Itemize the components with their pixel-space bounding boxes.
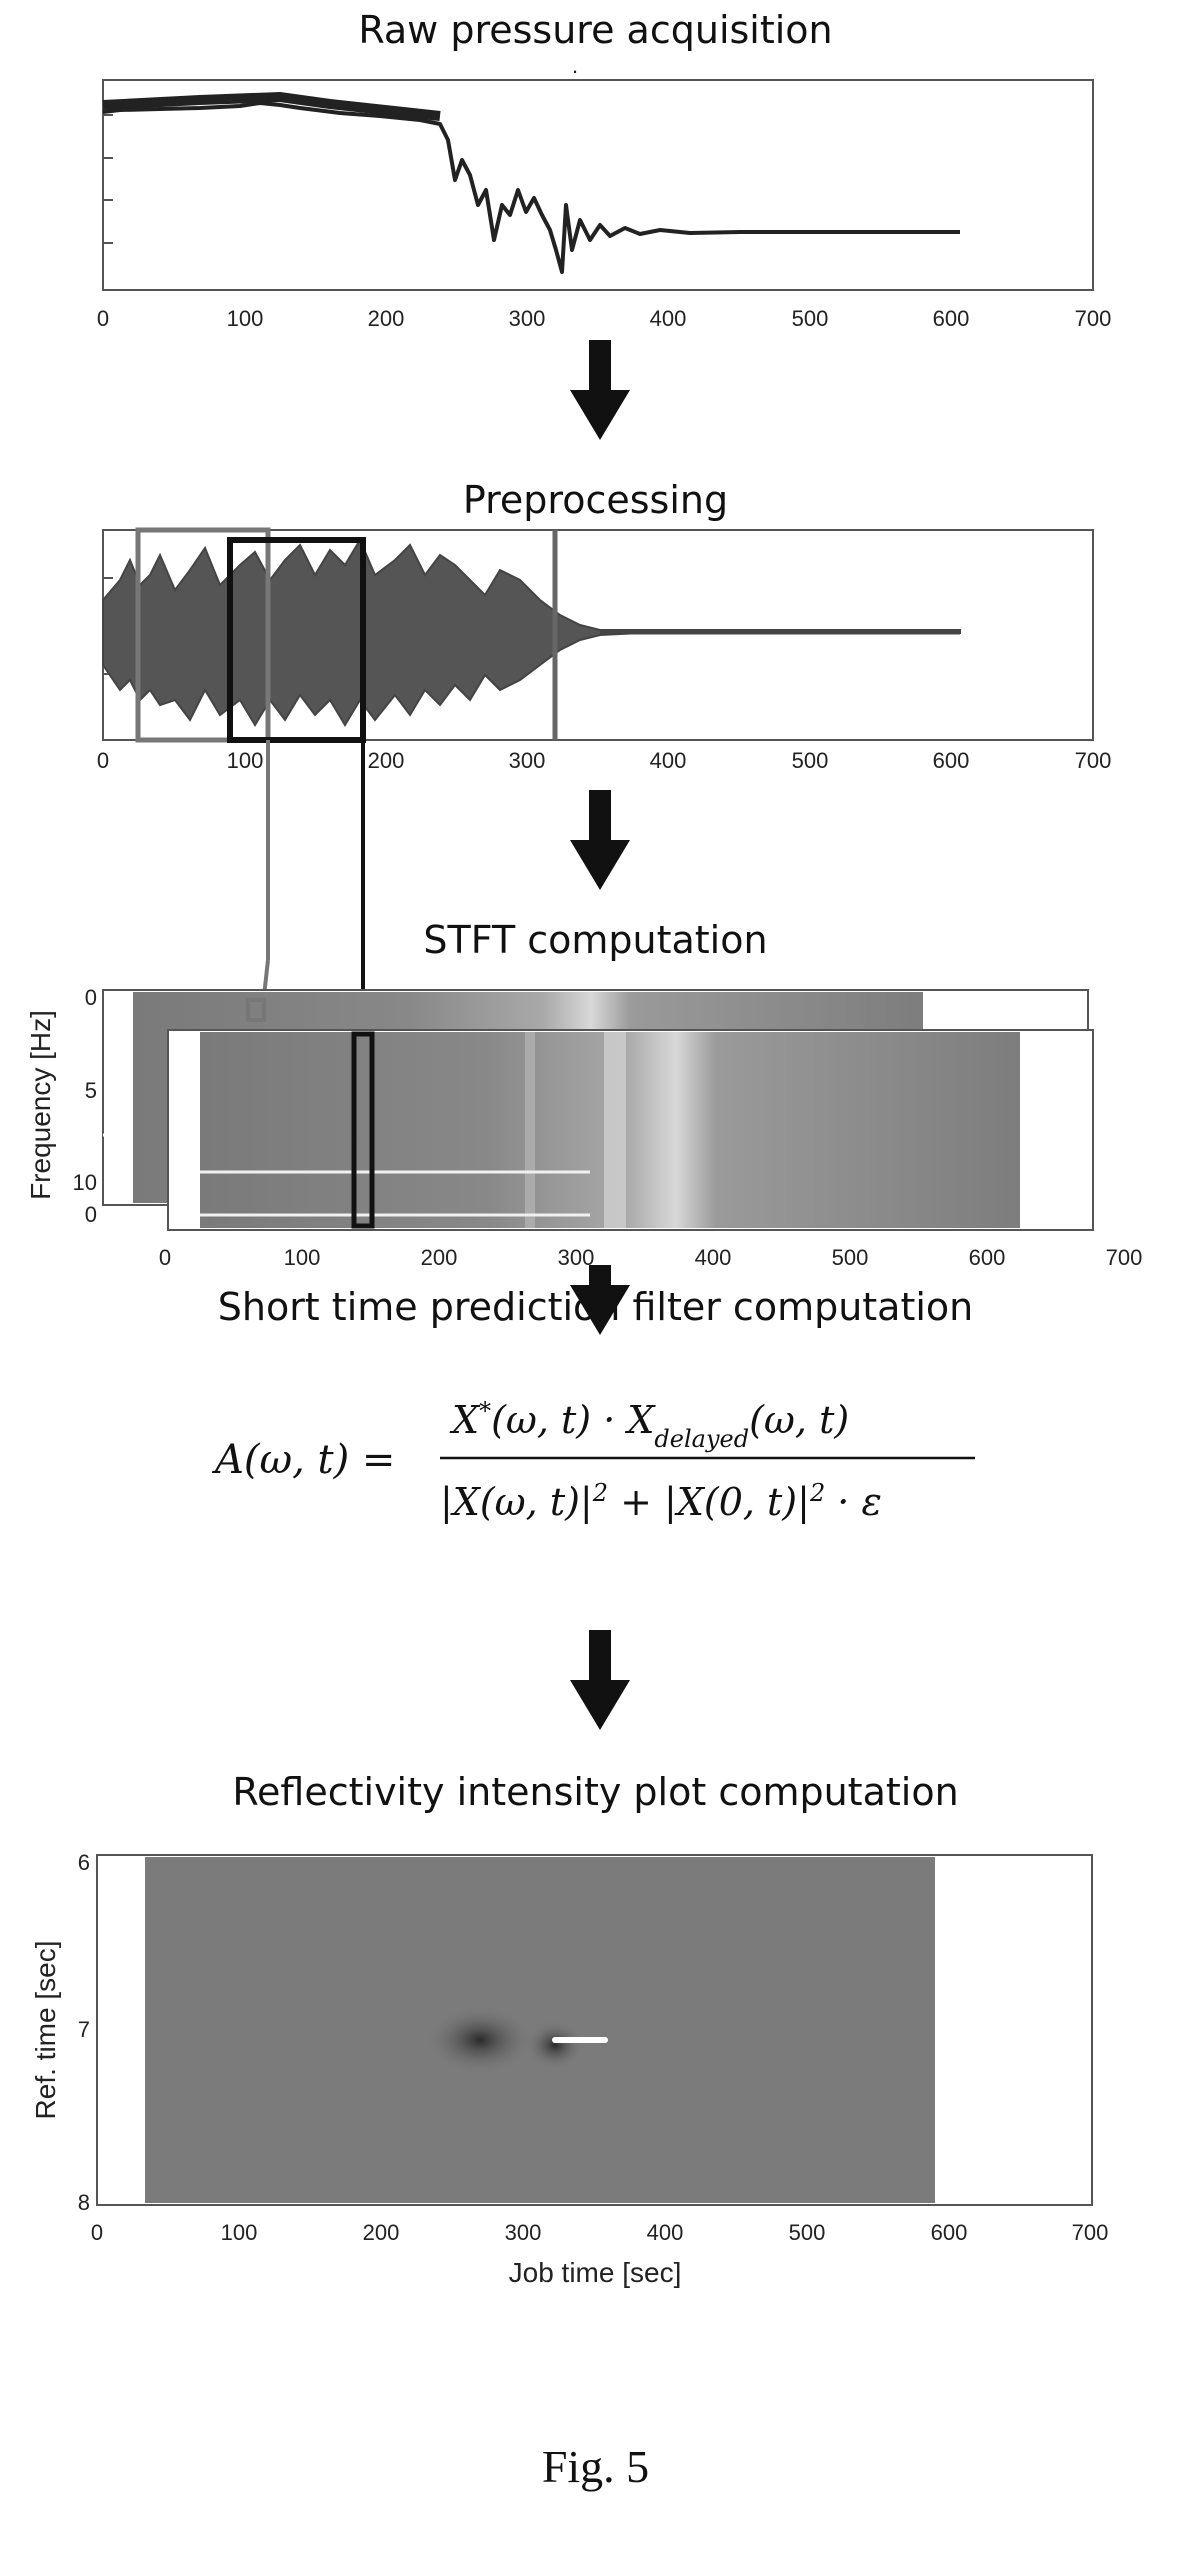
- stft-y-ticks: 0 5 10 0 Frequency [Hz]: [25, 985, 97, 1227]
- stft-xtick: 300: [558, 1245, 595, 1270]
- pre-xtick: 700: [1075, 748, 1112, 773]
- stft-xtick: 0: [159, 1245, 171, 1270]
- stft-ytick: 0: [85, 1202, 97, 1227]
- refl-xtick: 0: [91, 2220, 103, 2245]
- refl-ytick: 8: [78, 2190, 90, 2215]
- reflectivity-plot: [96, 1854, 1093, 2206]
- pre-xtick: 500: [792, 748, 829, 773]
- stft-ytick: 0: [85, 985, 97, 1010]
- refl-ytick: 6: [78, 1850, 90, 1875]
- stft-title: STFT computation: [423, 918, 768, 962]
- flow-arrow-2: [570, 790, 630, 890]
- raw-center-dot: ·: [571, 58, 578, 83]
- pre-xtick: 0: [97, 748, 109, 773]
- flow-arrow-1: [570, 340, 630, 440]
- stft-ytick: 5: [85, 1078, 97, 1103]
- raw-pressure-trace: [102, 101, 960, 274]
- raw-xtick: 100: [227, 306, 264, 331]
- pre-xtick: 600: [933, 748, 970, 773]
- refl-xtick: 200: [363, 2220, 400, 2245]
- formula-denominator: |X(ω, t)|2 + |X(0, t)|2 · ε: [440, 1479, 882, 1524]
- pre-xtick: 100: [227, 748, 264, 773]
- pre-xtick: 300: [509, 748, 546, 773]
- refl-xtick: 600: [931, 2220, 968, 2245]
- refl-xtick: 500: [789, 2220, 826, 2245]
- stft-front-window: [351, 1031, 375, 1229]
- window-2-black: [227, 537, 366, 743]
- stft-plot: [102, 989, 1094, 1231]
- refl-ylabel: Ref. time [sec]: [30, 1941, 61, 2120]
- formula-lhs: A(ω, t) =: [211, 1437, 395, 1483]
- stft-xtick: 500: [832, 1245, 869, 1270]
- stft-xtick: 600: [969, 1245, 1006, 1270]
- reflectivity-title: Reflectivity intensity plot computation: [232, 1770, 959, 1814]
- flow-arrow-4: [570, 1630, 630, 1730]
- formula-numerator: X*(ω, t) · Xdelayed(ω, t): [449, 1397, 849, 1453]
- raw-xtick: 300: [509, 306, 546, 331]
- figure-caption: Fig. 5: [541, 2441, 650, 2492]
- refl-xlabel: Job time [sec]: [509, 2257, 682, 2288]
- pre-x-ticks: 0 100 200 300 400 500 600 700: [97, 748, 1111, 773]
- prediction-filter-formula: A(ω, t) = X*(ω, t) · Xdelayed(ω, t) |X(ω…: [211, 1397, 975, 1524]
- preprocessing-title: Preprocessing: [462, 478, 729, 522]
- refl-xtick: 400: [647, 2220, 684, 2245]
- flow-arrow-3: [570, 1265, 630, 1335]
- stft-xtick: 200: [421, 1245, 458, 1270]
- refl-dark-blob: [425, 2005, 535, 2075]
- refl-xtick: 700: [1072, 2220, 1109, 2245]
- refl-xtick: 100: [221, 2220, 258, 2245]
- window-1-gray: [135, 527, 271, 743]
- refl-ytick: 7: [78, 2017, 90, 2042]
- stft-xtick: 700: [1106, 1245, 1143, 1270]
- raw-plot-frame: [102, 79, 1094, 291]
- refl-y-ticks: 6 7 8 Ref. time [sec]: [30, 1850, 90, 2215]
- stft-back-window: [246, 998, 266, 1022]
- refl-xtick: 300: [505, 2220, 542, 2245]
- raw-xtick: 200: [368, 306, 405, 331]
- stft-xtick: 400: [695, 1245, 732, 1270]
- stft-x-ticks: 0 100 200 300 400 500 600 700: [159, 1245, 1142, 1270]
- stft-ytick: 10: [73, 1170, 97, 1195]
- raw-xtick: 700: [1075, 306, 1112, 331]
- raw-pressure-plot: ·: [102, 58, 1094, 291]
- raw-xtick: 500: [792, 306, 829, 331]
- stft-xtick: 100: [284, 1245, 321, 1270]
- raw-x-ticks: 0 100 200 300 400 500 600 700: [97, 306, 1111, 331]
- pre-xtick: 400: [650, 748, 687, 773]
- raw-xtick: 400: [650, 306, 687, 331]
- stft-ylabel: Frequency [Hz]: [25, 1010, 56, 1200]
- pre-xtick: 200: [368, 748, 405, 773]
- raw-xtick: 0: [97, 306, 109, 331]
- raw-pressure-title: Raw pressure acquisition: [358, 8, 833, 52]
- preprocessing-plot: [102, 527, 1094, 743]
- refl-x-ticks: 0 100 200 300 400 500 600 700 Job time […: [91, 2220, 1108, 2288]
- raw-xtick: 600: [933, 306, 970, 331]
